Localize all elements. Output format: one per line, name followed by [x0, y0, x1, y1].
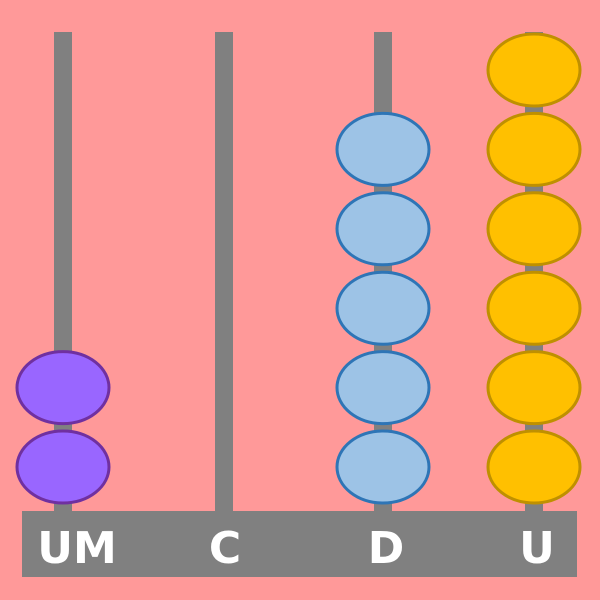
- rod-label-d: D: [368, 523, 405, 574]
- rod-label-c: C: [209, 523, 241, 574]
- bead-d: [335, 191, 431, 267]
- rod-c: [215, 32, 233, 514]
- abacus-base: [22, 511, 577, 577]
- bead-u: [486, 191, 582, 267]
- bead-u: [486, 111, 582, 187]
- bead-u: [486, 32, 582, 108]
- bead-d: [335, 111, 431, 187]
- bead-um: [15, 350, 111, 426]
- rod-label-u: U: [519, 523, 555, 574]
- bead-um: [15, 429, 111, 505]
- bead-d: [335, 270, 431, 346]
- bead-u: [486, 270, 582, 346]
- bead-u: [486, 350, 582, 426]
- bead-d: [335, 350, 431, 426]
- bead-u: [486, 429, 582, 505]
- rod-label-um: UM: [37, 523, 117, 574]
- bead-d: [335, 429, 431, 505]
